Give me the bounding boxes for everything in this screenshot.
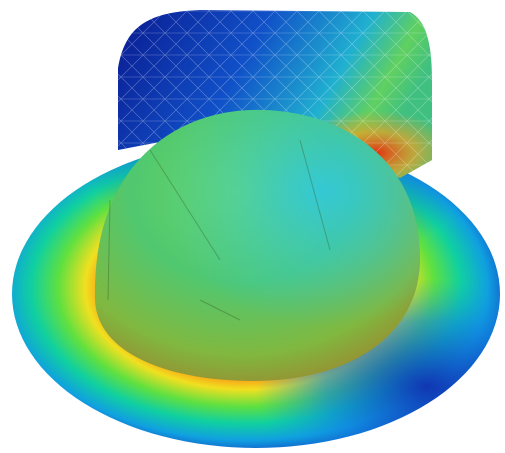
dome-seams: [107, 139, 331, 321]
dome-shade: [94, 109, 421, 382]
